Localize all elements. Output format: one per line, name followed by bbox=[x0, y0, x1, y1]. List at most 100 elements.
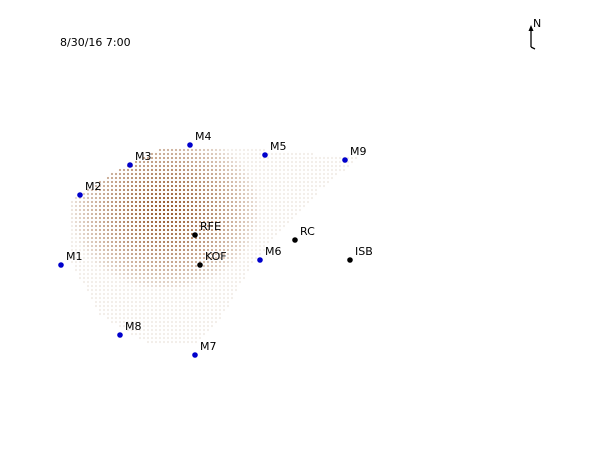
concentration-dot bbox=[138, 260, 142, 264]
concentration-dot bbox=[106, 200, 110, 204]
concentration-dot bbox=[166, 296, 170, 300]
concentration-dot bbox=[162, 332, 166, 336]
concentration-dot bbox=[114, 300, 118, 304]
concentration-dot bbox=[158, 276, 162, 280]
concentration-dot bbox=[202, 252, 206, 256]
concentration-dot bbox=[90, 268, 94, 272]
concentration-dot bbox=[218, 216, 222, 220]
concentration-dot bbox=[166, 200, 170, 204]
concentration-dot bbox=[318, 184, 322, 188]
concentration-dot bbox=[154, 156, 158, 160]
concentration-dot bbox=[194, 156, 198, 160]
concentration-dot bbox=[114, 260, 118, 264]
concentration-dot bbox=[130, 244, 134, 248]
concentration-dot bbox=[130, 168, 134, 172]
concentration-dot bbox=[170, 208, 174, 212]
concentration-dot bbox=[118, 276, 122, 280]
concentration-dot bbox=[270, 196, 274, 200]
concentration-dot bbox=[106, 292, 110, 296]
concentration-dot bbox=[270, 152, 274, 156]
concentration-dot bbox=[234, 216, 238, 220]
concentration-dot bbox=[118, 224, 122, 228]
concentration-dot bbox=[322, 168, 326, 172]
concentration-dot bbox=[86, 288, 90, 292]
concentration-dot bbox=[178, 184, 182, 188]
concentration-dot bbox=[194, 264, 198, 268]
concentration-dot bbox=[102, 308, 106, 312]
concentration-dot bbox=[242, 248, 246, 252]
concentration-dot bbox=[74, 196, 78, 200]
concentration-dot bbox=[182, 272, 186, 276]
concentration-dot bbox=[286, 216, 290, 220]
concentration-dot bbox=[206, 180, 210, 184]
concentration-dot bbox=[258, 224, 262, 228]
concentration-dot bbox=[266, 236, 270, 240]
concentration-dot bbox=[266, 224, 270, 228]
concentration-dot bbox=[178, 280, 182, 284]
concentration-dot bbox=[162, 296, 166, 300]
concentration-dot bbox=[158, 148, 162, 152]
concentration-dot bbox=[90, 224, 94, 228]
concentration-dot bbox=[218, 240, 222, 244]
concentration-dot bbox=[234, 208, 238, 212]
concentration-dot bbox=[242, 204, 246, 208]
concentration-dot bbox=[254, 164, 258, 168]
station-label-m7: M7 bbox=[200, 340, 217, 353]
concentration-dot bbox=[174, 328, 178, 332]
concentration-dot bbox=[86, 224, 90, 228]
concentration-dot bbox=[242, 192, 246, 196]
concentration-dot bbox=[218, 180, 222, 184]
concentration-dot bbox=[286, 184, 290, 188]
concentration-dot bbox=[242, 172, 246, 176]
concentration-dot bbox=[174, 292, 178, 296]
concentration-dot bbox=[90, 248, 94, 252]
concentration-dot bbox=[210, 160, 214, 164]
concentration-dot bbox=[190, 200, 194, 204]
concentration-dot bbox=[206, 264, 210, 268]
concentration-dot bbox=[206, 160, 210, 164]
concentration-dot bbox=[82, 192, 86, 196]
concentration-dot bbox=[158, 152, 162, 156]
concentration-dot bbox=[214, 244, 218, 248]
concentration-dot bbox=[210, 172, 214, 176]
concentration-dot bbox=[206, 228, 210, 232]
concentration-dot bbox=[178, 300, 182, 304]
concentration-dot bbox=[286, 220, 290, 224]
concentration-dot bbox=[310, 188, 314, 192]
station-label-m6: M6 bbox=[265, 245, 282, 258]
concentration-dot bbox=[170, 200, 174, 204]
concentration-dot bbox=[102, 304, 106, 308]
concentration-dot bbox=[306, 188, 310, 192]
concentration-dot bbox=[226, 228, 230, 232]
concentration-dot bbox=[222, 240, 226, 244]
concentration-dot bbox=[198, 208, 202, 212]
concentration-dot bbox=[274, 212, 278, 216]
concentration-dot bbox=[86, 280, 90, 284]
concentration-dot bbox=[150, 164, 154, 168]
concentration-dot bbox=[210, 288, 214, 292]
concentration-dot bbox=[174, 312, 178, 316]
concentration-dot bbox=[198, 288, 202, 292]
concentration-dot bbox=[202, 168, 206, 172]
concentration-dot bbox=[174, 256, 178, 260]
concentration-dot bbox=[194, 224, 198, 228]
concentration-dot bbox=[194, 280, 198, 284]
concentration-dot bbox=[166, 288, 170, 292]
concentration-dot bbox=[178, 212, 182, 216]
concentration-dot bbox=[210, 316, 214, 320]
concentration-dot bbox=[114, 172, 118, 176]
concentration-dot bbox=[230, 196, 234, 200]
concentration-dot bbox=[114, 204, 118, 208]
concentration-dot bbox=[202, 176, 206, 180]
concentration-dot bbox=[186, 304, 190, 308]
concentration-dot bbox=[154, 320, 158, 324]
concentration-dot bbox=[250, 180, 254, 184]
concentration-dot bbox=[282, 168, 286, 172]
concentration-dot bbox=[226, 260, 230, 264]
concentration-dot bbox=[122, 220, 126, 224]
concentration-dot bbox=[186, 256, 190, 260]
concentration-dot bbox=[230, 220, 234, 224]
concentration-dot bbox=[90, 216, 94, 220]
concentration-dot bbox=[130, 324, 134, 328]
concentration-dot bbox=[94, 212, 98, 216]
